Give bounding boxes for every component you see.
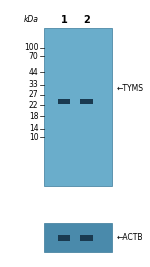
Text: 14: 14 <box>29 124 38 133</box>
FancyBboxPatch shape <box>58 98 70 106</box>
Text: 70: 70 <box>29 52 38 61</box>
FancyBboxPatch shape <box>80 99 93 104</box>
FancyBboxPatch shape <box>58 99 70 104</box>
Text: 1: 1 <box>61 15 67 25</box>
Text: 2: 2 <box>83 15 90 25</box>
FancyBboxPatch shape <box>58 97 70 107</box>
Text: 10: 10 <box>29 133 38 142</box>
Text: ←ACTB: ←ACTB <box>117 233 143 242</box>
FancyBboxPatch shape <box>80 235 93 241</box>
Text: 100: 100 <box>24 43 38 52</box>
FancyBboxPatch shape <box>44 223 112 252</box>
FancyBboxPatch shape <box>80 97 93 107</box>
FancyBboxPatch shape <box>80 98 93 106</box>
Text: ←TYMS: ←TYMS <box>117 84 144 93</box>
Text: 18: 18 <box>29 112 38 121</box>
Text: 27: 27 <box>29 90 38 99</box>
Text: 22: 22 <box>29 101 38 110</box>
Text: 33: 33 <box>29 80 38 89</box>
Text: 44: 44 <box>29 68 38 77</box>
Text: kDa: kDa <box>24 15 38 24</box>
FancyBboxPatch shape <box>44 28 112 186</box>
FancyBboxPatch shape <box>58 235 70 241</box>
